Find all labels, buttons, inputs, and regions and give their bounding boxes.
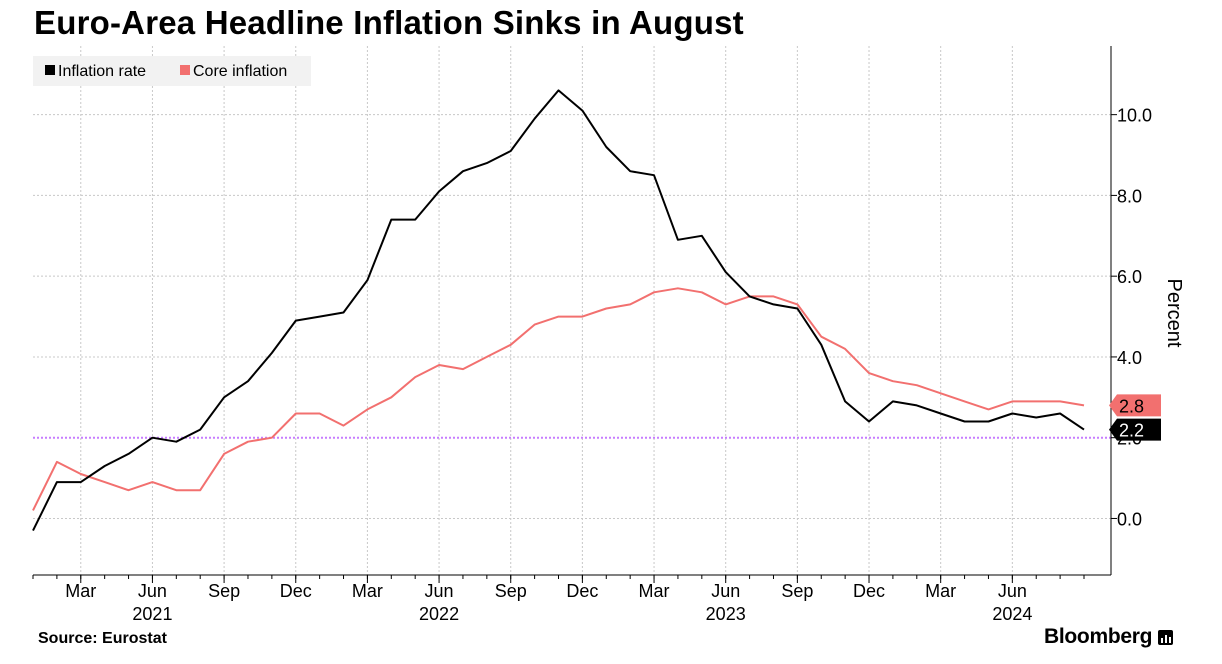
chart-title: Euro-Area Headline Inflation Sinks in Au… bbox=[34, 4, 744, 41]
legend-swatch bbox=[45, 65, 55, 75]
x-tick-label-month: Mar bbox=[925, 581, 956, 601]
x-tick-label-month: Dec bbox=[853, 581, 885, 601]
core-inflation-line bbox=[32, 287, 1085, 511]
brand-name: Bloomberg bbox=[1044, 625, 1153, 648]
grid bbox=[33, 46, 1111, 575]
x-tick-label-month: Mar bbox=[352, 581, 383, 601]
x-tick-label-month: Dec bbox=[566, 581, 598, 601]
legend-item-inflation-rate: Inflation rate bbox=[45, 63, 146, 80]
bloomberg-terminal-icon bbox=[1158, 629, 1174, 645]
legend-label: Inflation rate bbox=[58, 63, 146, 80]
x-tick-label-month: Mar bbox=[639, 581, 670, 601]
inflation-rate-end-tag: 2.2 bbox=[1109, 418, 1161, 441]
y-tick-label: 8.0 bbox=[1117, 186, 1142, 206]
series-lines bbox=[32, 89, 1085, 532]
core-inflation-end-tag: 2.8 bbox=[1109, 394, 1161, 417]
x-tick-label-month: Jun bbox=[138, 581, 167, 601]
x-tick-label-month: Mar bbox=[65, 581, 96, 601]
legend-item-core-inflation: Core inflation bbox=[180, 63, 287, 80]
core-inflation-end-tag-shape bbox=[1109, 394, 1161, 417]
x-tick-label-year: 2021 bbox=[132, 604, 172, 624]
y-tick-label: 4.0 bbox=[1117, 348, 1142, 368]
x-tick-label-year: 2022 bbox=[419, 604, 459, 624]
y-axis-label: Percent bbox=[1163, 279, 1185, 348]
x-tick-label-year: 2023 bbox=[706, 604, 746, 624]
y-tick-label: 0.0 bbox=[1117, 509, 1142, 529]
x-tick-label-month: Sep bbox=[781, 581, 813, 601]
x-tick-label-month: Dec bbox=[280, 581, 312, 601]
legend-box bbox=[33, 56, 311, 86]
legend-label: Core inflation bbox=[193, 63, 287, 80]
x-tick-label-month: Jun bbox=[711, 581, 740, 601]
x-tick-label-month: Jun bbox=[998, 581, 1027, 601]
bloomberg-logo: Bloomberg bbox=[1044, 625, 1174, 649]
y-tick-label: 10.0 bbox=[1117, 106, 1152, 126]
y-tick-label: 6.0 bbox=[1117, 267, 1142, 287]
x-axis: Mar Jun Sep Dec Mar Jun Sep Dec Mar Jun Sep Dec Mar J… bbox=[32, 574, 1111, 624]
inflation-rate-line bbox=[32, 89, 1085, 532]
x-tick-label-year: 2024 bbox=[992, 604, 1032, 624]
source-note: Source: Eurostat bbox=[38, 630, 167, 647]
core-inflation-end-tag-label: 2.8 bbox=[1119, 396, 1144, 416]
inflation-rate-end-tag-shape bbox=[1109, 418, 1161, 441]
x-tick-label-month: Jun bbox=[425, 581, 454, 601]
x-tick-label-month: Sep bbox=[208, 581, 240, 601]
legend-swatch bbox=[180, 65, 190, 75]
inflation-rate-end-tag-label: 2.2 bbox=[1119, 421, 1144, 441]
legend: Inflation rate Core inflation bbox=[33, 56, 311, 86]
y-axis: 0.02.04.06.08.010.0 bbox=[1110, 46, 1152, 575]
x-tick-label-month: Sep bbox=[495, 581, 527, 601]
end-value-tags: 2.82.2 bbox=[1109, 394, 1161, 441]
plot-background bbox=[33, 46, 1111, 575]
